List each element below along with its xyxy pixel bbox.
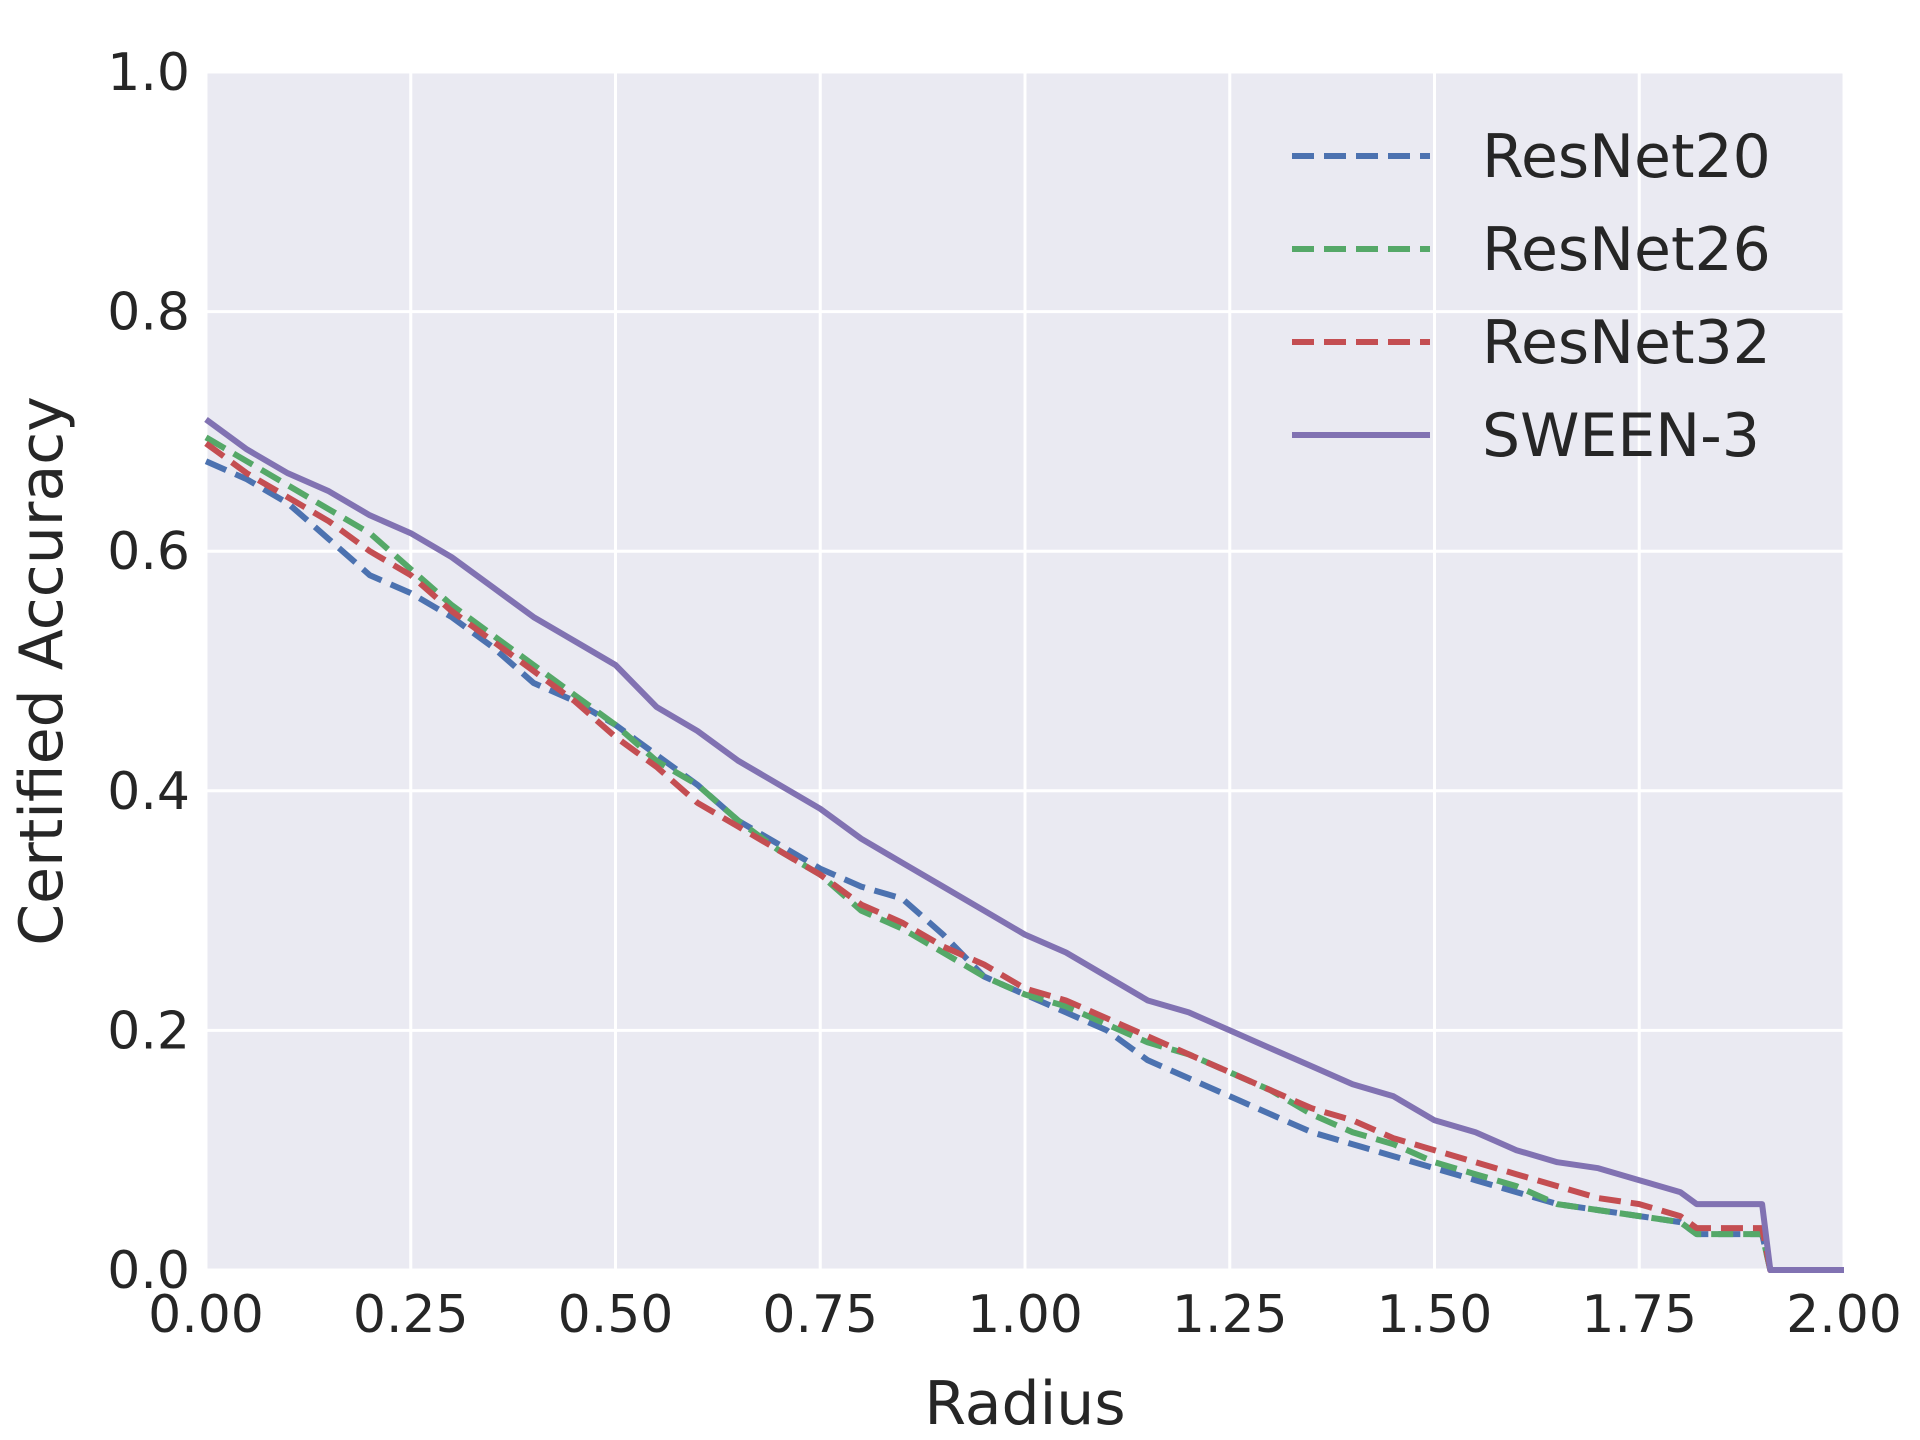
x-tick-label: 1.50 [1377,1285,1493,1345]
x-axis-label: Radius [924,1369,1125,1439]
legend-label-resnet32: ResNet32 [1482,308,1771,378]
y-tick-label: 0.6 [107,522,190,582]
y-tick-label: 0.4 [107,762,190,822]
x-tick-label: 1.75 [1581,1285,1697,1345]
grid-lines [204,70,1846,1272]
series-line-resnet26 [204,434,1844,1273]
y-tick-label: 0.8 [107,283,190,343]
legend-label-sween-3: SWEEN-3 [1482,401,1760,471]
x-tick-label: 2.00 [1786,1285,1902,1345]
x-tick-label: 0.75 [762,1285,878,1345]
series-lines [204,416,1844,1273]
y-axis-label: Certified Accuracy [7,396,77,945]
y-tick-label: 0.2 [107,1001,190,1061]
x-tick-label: 1.25 [1172,1285,1288,1345]
y-tick-label: 1.0 [107,43,190,103]
legend: ResNet20 ResNet26 ResNet32 SWEEN-3 [1292,122,1771,471]
series-line-sween-3 [204,416,1844,1273]
x-tick-label: 1.00 [967,1285,1083,1345]
legend-label-resnet26: ResNet26 [1482,215,1771,285]
x-axis-ticks: 0.00 0.25 0.50 0.75 1.00 1.25 1.50 1.75 2.00 [148,1285,1902,1345]
x-tick-label: 0.00 [148,1285,264,1345]
series-line-resnet32 [204,440,1844,1273]
x-tick-label: 0.50 [558,1285,674,1345]
legend-label-resnet20: ResNet20 [1482,122,1771,192]
x-tick-label: 0.25 [353,1285,469,1345]
y-tick-label: 0.0 [107,1241,190,1301]
y-axis-ticks: 0.0 0.2 0.4 0.6 0.8 1.0 [107,43,190,1301]
